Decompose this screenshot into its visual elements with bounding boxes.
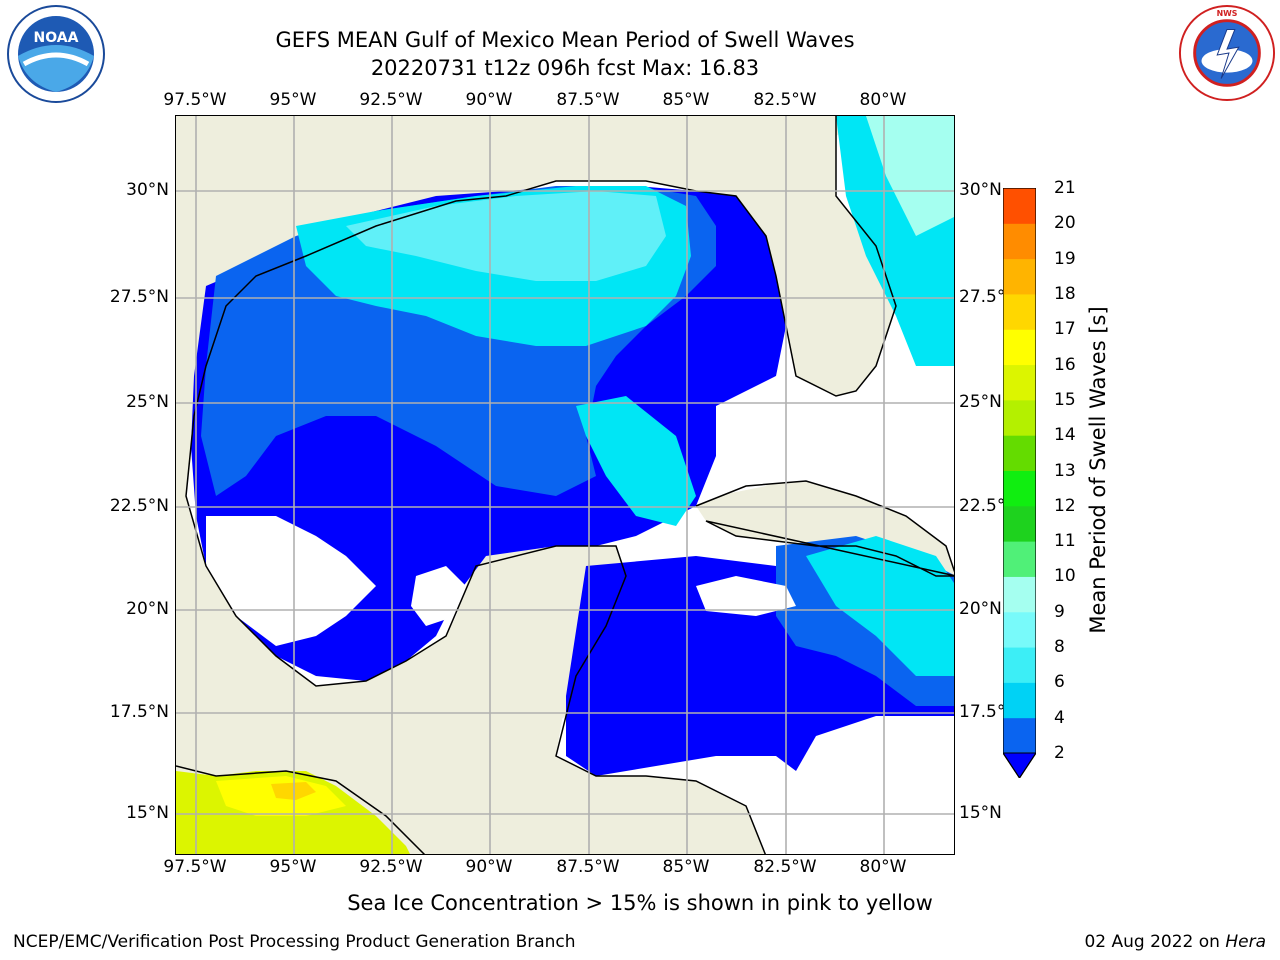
colorbar-segment xyxy=(1003,399,1036,436)
colorbar-segment xyxy=(1003,470,1036,507)
colorbar-frame xyxy=(1003,188,1036,778)
lon-tick-bottom: 87.5°W xyxy=(556,857,620,877)
lat-tick-right: 27.5° xyxy=(959,287,1006,307)
lon-tick-top: 97.5°W xyxy=(163,90,227,110)
colorbar-segment xyxy=(1003,541,1036,577)
lat-tick-right: 30°N xyxy=(959,180,1002,200)
colorbar-label: 14 xyxy=(1054,425,1076,446)
colorbar-label: 12 xyxy=(1054,495,1076,516)
colorbar-label: 13 xyxy=(1054,460,1076,481)
chart-title: GEFS MEAN Gulf of Mexico Mean Period of … xyxy=(275,28,855,52)
map-panel xyxy=(175,115,955,855)
lon-tick-bottom: 80°W xyxy=(859,857,907,877)
undefined-area xyxy=(206,516,376,646)
lat-tick-right: 22.5° xyxy=(959,496,1006,516)
colorbar-label: 4 xyxy=(1054,707,1065,728)
colorbar-label: 8 xyxy=(1054,637,1065,658)
lon-tick-bottom: 95°W xyxy=(269,857,317,877)
lon-tick-top: 85°W xyxy=(662,90,710,110)
chart-subtitle: 20220731 t12z 096h fcst Max: 16.83 xyxy=(370,56,760,80)
yucatan-land xyxy=(436,546,626,766)
colorbar-segment xyxy=(1003,435,1036,471)
lat-tick-left: 25°N xyxy=(126,392,169,412)
colorbar-segment xyxy=(1003,717,1036,754)
colorbar-segment xyxy=(1003,576,1036,613)
colorbar-segment xyxy=(1003,505,1036,542)
lon-tick-bottom: 90°W xyxy=(465,857,513,877)
footer-date: 02 Aug 2022 on Hera xyxy=(1084,932,1266,952)
lat-tick-right: 25°N xyxy=(959,392,1002,412)
colorbar-label: 17 xyxy=(1054,319,1076,340)
grid xyxy=(176,116,954,854)
lon-tick-top: 90°W xyxy=(465,90,513,110)
swell-cyan-east xyxy=(576,396,696,526)
colorbar-label: 16 xyxy=(1054,354,1076,375)
lon-tick-bottom: 82.5°W xyxy=(753,857,817,877)
colorbar-label: 10 xyxy=(1054,566,1076,587)
colorbar-label: 2 xyxy=(1054,743,1065,763)
lon-tick-bottom: 85°W xyxy=(662,857,710,877)
lon-tick-top: 95°W xyxy=(269,90,317,110)
colorbar-label: 9 xyxy=(1054,601,1065,622)
lat-tick-left: 15°N xyxy=(126,803,169,823)
lat-tick-left: 27.5°N xyxy=(109,287,169,307)
colorbar-segment xyxy=(1003,647,1036,683)
lon-tick-top: 82.5°W xyxy=(753,90,817,110)
lat-tick-left: 22.5°N xyxy=(109,496,169,516)
colorbar-label: 19 xyxy=(1054,248,1076,269)
colorbar-segment xyxy=(1003,293,1036,330)
colorbar-segment xyxy=(1003,329,1036,366)
footer-branch: NCEP/EMC/Verification Post Processing Pr… xyxy=(13,932,576,952)
footer-date-text: 02 Aug 2022 on xyxy=(1084,932,1226,952)
svg-text:NOAA: NOAA xyxy=(34,30,79,46)
colorbar-segment xyxy=(1003,188,1036,224)
lon-tick-bottom: 97.5°W xyxy=(163,857,227,877)
sea-ice-note: Sea Ice Concentration > 15% is shown in … xyxy=(347,891,933,915)
colorbar-label: 15 xyxy=(1054,389,1076,410)
undefined-area xyxy=(696,576,796,616)
colorbar-segment xyxy=(1003,364,1036,401)
lat-tick-left: 17.5°N xyxy=(109,702,169,722)
colorbar-extend xyxy=(1003,752,1036,778)
colorbar-label: 20 xyxy=(1054,213,1076,234)
lon-tick-top: 80°W xyxy=(859,90,907,110)
colorbar-segment xyxy=(1003,611,1036,648)
undefined-area xyxy=(716,376,786,496)
swell-light-cyan xyxy=(346,191,666,281)
colorbar-label: 18 xyxy=(1054,283,1076,304)
lat-tick-right: 17.5° xyxy=(959,702,1006,722)
lat-tick-right: 20°N xyxy=(959,599,1002,619)
lat-tick-right: 15°N xyxy=(959,803,1002,823)
nws-logo: NWS xyxy=(1178,4,1276,102)
undefined-area xyxy=(766,716,954,854)
footer-host: Hera xyxy=(1225,932,1266,952)
colorbar xyxy=(1003,188,1036,778)
swell-south-cyan xyxy=(806,536,954,676)
colorbar-segment xyxy=(1003,223,1036,260)
colorbar-segment xyxy=(1003,682,1036,719)
swell-atlantic-light xyxy=(866,116,954,236)
coastline xyxy=(185,116,897,854)
colorbar-label: 11 xyxy=(1054,531,1076,552)
colorbar-label: 6 xyxy=(1054,672,1065,693)
lon-tick-top: 92.5°W xyxy=(359,90,423,110)
colorbar-segment xyxy=(1003,258,1036,295)
map-canvas xyxy=(176,116,954,854)
lat-tick-left: 20°N xyxy=(126,599,169,619)
svg-text:NWS: NWS xyxy=(1217,9,1238,18)
coastline xyxy=(695,480,954,577)
lon-tick-bottom: 92.5°W xyxy=(359,857,423,877)
noaa-logo: NOAA xyxy=(7,5,105,103)
undefined-area xyxy=(411,566,466,626)
colorbar-title: Mean Period of Swell Waves [s] xyxy=(1086,306,1110,634)
colorbar-label: 21 xyxy=(1054,178,1076,198)
lon-tick-top: 87.5°W xyxy=(556,90,620,110)
lat-tick-left: 30°N xyxy=(126,180,169,200)
